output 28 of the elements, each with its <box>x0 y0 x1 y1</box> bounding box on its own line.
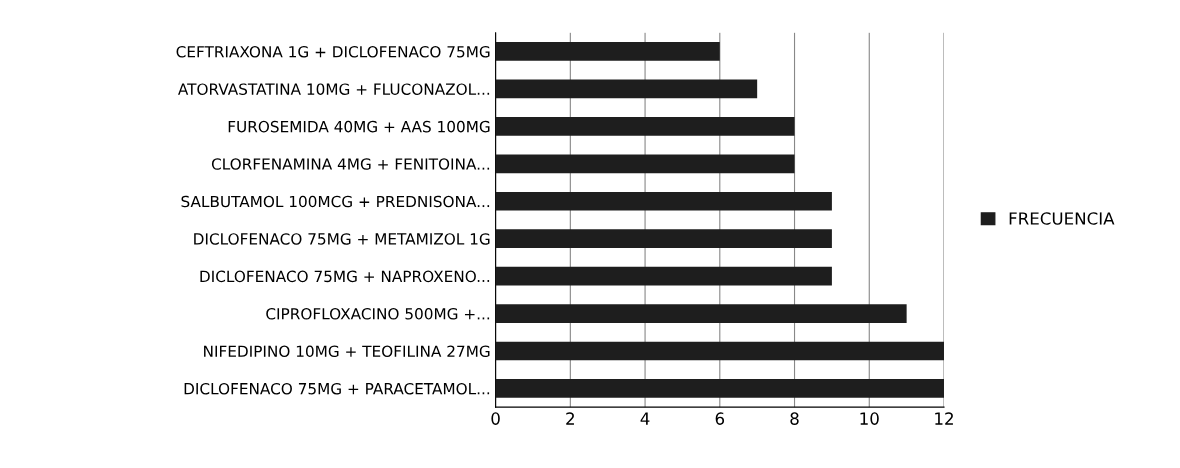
y-tick-label: DICLOFENACO 75MG + NAPROXENO... <box>200 270 490 283</box>
bar <box>495 304 907 323</box>
x-tick-label: 12 <box>935 412 953 425</box>
y-tick-label: FUROSEMIDA 40MG + AAS 100MG <box>228 120 490 133</box>
y-tick-label: CLORFENAMINA 4MG + FENITOINA... <box>211 158 490 170</box>
x-tick-label: 4 <box>640 412 650 425</box>
y-tick-label: DICLOFENACO 75MG + PARACETAMOL... <box>184 382 490 395</box>
x-tick-label: 6 <box>715 412 725 425</box>
x-tick-label: 8 <box>790 412 799 425</box>
y-tick-label: CIPROFLOXACINO 500MG +... <box>266 308 490 320</box>
bar <box>495 79 758 99</box>
bar <box>495 266 832 286</box>
x-tick-label: 2 <box>566 412 574 425</box>
legend-label: FRECUENCIA <box>1009 212 1115 225</box>
x-tick-label: 10 <box>860 412 879 425</box>
bar <box>495 379 944 398</box>
y-tick-label: DICLOFENACO 75MG + METAMIZOL 1G <box>194 233 490 245</box>
bar <box>495 341 944 361</box>
x-tick-label: 0 <box>491 412 500 425</box>
bar <box>495 117 795 136</box>
bar <box>495 154 795 174</box>
y-tick-label: ATORVASTATINA 10MG + FLUCONAZOL... <box>178 83 490 95</box>
bar <box>495 42 720 61</box>
y-tick-label: SALBUTAMOL 100MCG + PREDNISONA... <box>181 195 490 208</box>
bar <box>495 191 832 211</box>
bar <box>495 229 832 249</box>
y-tick-label: CEFTRIAXONA 1G + DICLOFENACO 75MG <box>176 45 490 58</box>
y-tick-label: NIFEDIPINO 10MG + TEOFILINA 27MG <box>204 345 490 358</box>
